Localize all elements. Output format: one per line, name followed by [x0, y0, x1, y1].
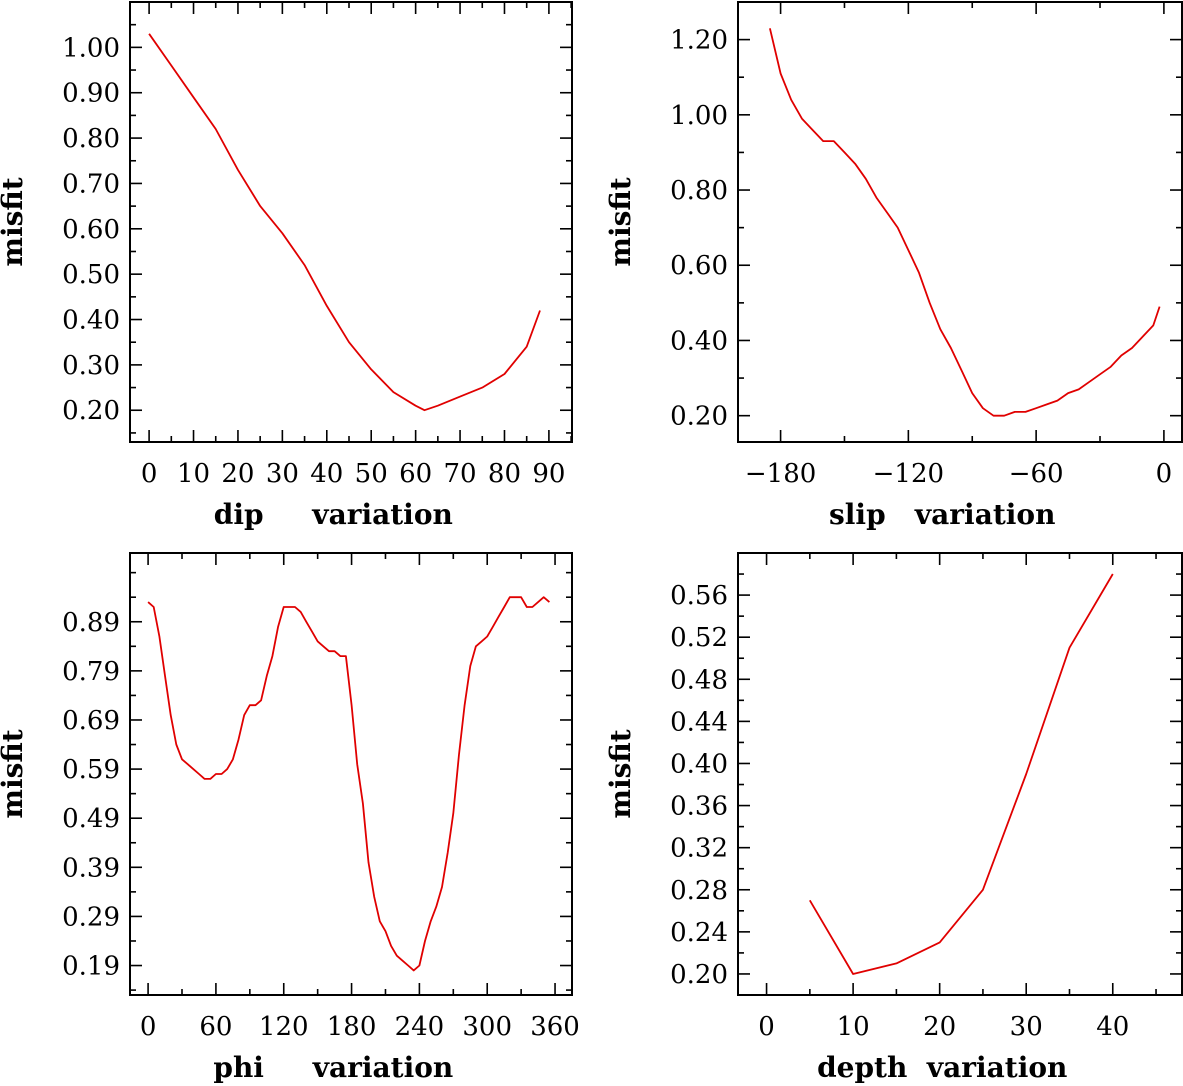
x-tick-label: 10 — [837, 1012, 870, 1042]
y-tick-label: 0.79 — [62, 657, 120, 687]
x-tick-label: −60 — [1009, 459, 1064, 489]
y-axis-label: misfit — [604, 729, 637, 818]
y-tick-label: 0.36 — [670, 792, 728, 822]
y-tick-label: 0.30 — [62, 351, 120, 381]
x-tick-label: 0 — [758, 1012, 775, 1042]
x-axis-label: phi variation — [213, 1051, 453, 1084]
y-tick-label: 0.52 — [670, 623, 728, 653]
y-tick-label: 0.48 — [670, 665, 728, 695]
x-tick-label: 240 — [395, 1012, 445, 1042]
y-tick-label: 0.60 — [670, 251, 728, 281]
x-tick-label: 180 — [327, 1012, 377, 1042]
plot-frame — [737, 552, 1183, 996]
x-tick-label: 40 — [1096, 1012, 1129, 1042]
x-tick-label: 60 — [199, 1012, 232, 1042]
x-tick-label: 50 — [355, 459, 388, 489]
x-tick-label: 300 — [462, 1012, 512, 1042]
x-axis-label: dip variation — [214, 498, 453, 531]
y-tick-label: 0.50 — [62, 260, 120, 290]
plot-frame — [737, 1, 1183, 443]
y-tick-label: 0.32 — [670, 834, 728, 864]
y-tick-label: 0.20 — [670, 960, 728, 990]
y-tick-label: 0.29 — [62, 902, 120, 932]
y-tick-label: 0.20 — [62, 396, 120, 426]
y-axis-label: misfit — [604, 177, 637, 266]
x-tick-label: 360 — [530, 1012, 580, 1042]
y-tick-label: 0.40 — [670, 326, 728, 356]
chart-panel-1: 0 10 20 30 40 50 60 70 80 90 0.20 0.30 0.40 0.50 0.60 0… — [0, 1, 573, 531]
y-tick-label: 1.00 — [670, 101, 728, 131]
y-tick-label: 0.89 — [62, 608, 120, 638]
y-tick-label: 0.24 — [670, 918, 728, 948]
x-tick-label: 60 — [399, 459, 432, 489]
y-tick-label: 0.69 — [62, 706, 120, 736]
y-tick-label: 0.56 — [670, 581, 728, 611]
y-tick-label: 0.44 — [670, 707, 728, 737]
y-tick-label: 0.90 — [62, 79, 120, 109]
y-tick-label: 0.80 — [670, 176, 728, 206]
x-tick-label: 70 — [444, 459, 477, 489]
y-tick-label: 0.49 — [62, 804, 120, 834]
y-tick-label: 0.40 — [670, 749, 728, 779]
x-tick-label: 90 — [532, 459, 565, 489]
misfit-curve — [769, 28, 1161, 417]
x-tick-label: 0 — [1156, 459, 1173, 489]
x-tick-label: −120 — [873, 459, 944, 489]
y-tick-label: 1.00 — [62, 33, 120, 63]
misfit-curve — [809, 573, 1114, 975]
x-tick-label: 30 — [266, 459, 299, 489]
y-axis-label: misfit — [0, 177, 29, 266]
x-axis-label: depth variation — [817, 1051, 1067, 1084]
x-tick-label: 10 — [177, 459, 210, 489]
x-tick-label: 20 — [221, 459, 254, 489]
x-tick-label: 120 — [259, 1012, 309, 1042]
plot-frame — [129, 552, 573, 996]
y-tick-label: 0.59 — [62, 755, 120, 785]
y-tick-label: 0.60 — [62, 215, 120, 245]
y-tick-label: 0.80 — [62, 124, 120, 154]
y-tick-label: 0.20 — [670, 402, 728, 432]
y-axis-label: misfit — [0, 729, 29, 818]
plot-frame — [129, 1, 573, 443]
chart-panel-4: 0 10 20 30 40 0.20 0.24 0.28 0.32 0.36 0.40 0.44 0.4… — [604, 552, 1183, 1084]
y-tick-label: 1.20 — [670, 26, 728, 56]
misfit-curve — [147, 596, 550, 972]
x-tick-label: 0 — [140, 1012, 157, 1042]
x-axis-label: slip variation — [829, 498, 1055, 531]
x-tick-label: 20 — [923, 1012, 956, 1042]
x-tick-label: 80 — [488, 459, 521, 489]
y-tick-label: 0.19 — [62, 952, 120, 982]
chart-panel-2: −180 −120 −60 0 0.20 0.40 0.60 0.80 1.00 1.20 slip… — [604, 1, 1183, 531]
y-tick-label: 0.28 — [670, 876, 728, 906]
y-tick-label: 0.40 — [62, 306, 120, 336]
y-tick-label: 0.70 — [62, 169, 120, 199]
x-tick-label: 40 — [310, 459, 343, 489]
misfit-curve — [148, 33, 541, 412]
y-tick-label: 0.39 — [62, 853, 120, 883]
x-tick-label: −180 — [745, 459, 816, 489]
x-tick-label: 0 — [141, 459, 158, 489]
x-tick-label: 30 — [1010, 1012, 1043, 1042]
chart-panel-3: 0 60 120 180 240 300 360 0.19 0.29 0.39 0.49 0.59 0.… — [0, 552, 580, 1084]
